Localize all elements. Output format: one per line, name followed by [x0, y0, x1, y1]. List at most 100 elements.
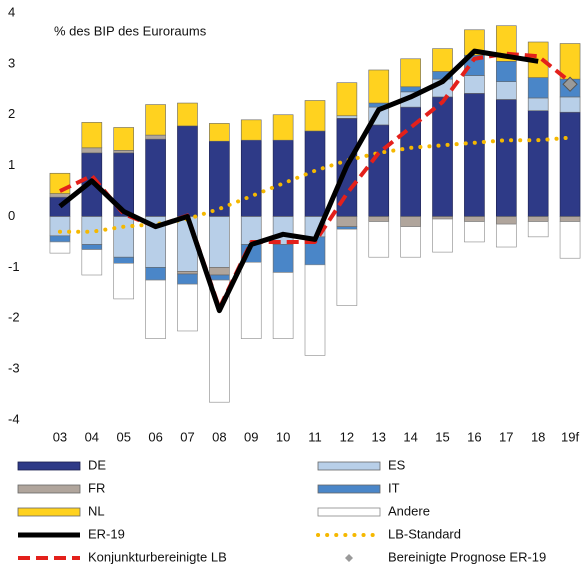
series-line — [59, 51, 572, 311]
x-tick-label: 13 — [372, 429, 386, 444]
legend-label: Konjunkturbereinigte LB — [88, 549, 227, 564]
bar-segment — [400, 226, 421, 258]
legend-label: ES — [388, 457, 406, 472]
bar-segment — [368, 124, 390, 217]
bar-segment — [368, 221, 390, 258]
bar-segment — [432, 96, 453, 217]
bar-segment — [177, 125, 198, 217]
bar-segment — [209, 216, 230, 268]
bar-segment — [464, 75, 485, 94]
x-tick-label: 07 — [180, 429, 194, 444]
bar-segment — [464, 221, 485, 243]
x-tick-label: 06 — [148, 429, 162, 444]
bar-segment — [113, 256, 135, 264]
bar-segment — [464, 29, 485, 56]
bar-segment — [81, 122, 103, 149]
legend-swatch — [317, 507, 381, 517]
legend-swatch — [17, 461, 81, 471]
y-tick-label: 3 — [8, 55, 15, 70]
x-tick-label: 10 — [276, 429, 290, 444]
legend-swatch — [317, 461, 381, 471]
bar-segment — [495, 81, 517, 100]
y-tick-label: -1 — [8, 259, 20, 274]
bar-segment — [209, 123, 230, 142]
bar-segment — [209, 279, 230, 403]
bar-segment — [177, 283, 198, 332]
x-tick-label: 08 — [212, 429, 226, 444]
x-tick-label: 03 — [53, 429, 67, 444]
y-tick-label: 4 — [8, 4, 15, 19]
bar-segment — [400, 58, 421, 88]
bar-segment — [209, 267, 230, 276]
x-tick-label: 18 — [531, 429, 545, 444]
bar-segment — [81, 249, 103, 276]
bar-segment — [113, 263, 135, 300]
bar-segment — [495, 61, 517, 82]
bar-segment — [559, 221, 581, 259]
x-tick-label: 19f — [561, 429, 579, 444]
bar-segment — [145, 267, 166, 281]
bar-segment — [495, 216, 517, 225]
bar-segment — [272, 114, 294, 141]
legend-label: FR — [88, 480, 105, 495]
bar-segment — [495, 99, 517, 217]
legend-label: ER-19 — [88, 526, 125, 541]
bar-segment — [304, 130, 326, 217]
y-tick-label: -2 — [8, 310, 20, 325]
y-tick-label: -3 — [8, 361, 20, 376]
bar-segment — [209, 274, 230, 281]
bar-segment — [527, 221, 549, 238]
bar-segment — [240, 261, 262, 339]
bar-segment — [113, 150, 135, 154]
legend-label: LB-Standard — [388, 526, 461, 541]
bar-segment — [145, 104, 166, 136]
bar-segment — [304, 264, 326, 356]
series-line — [58, 48, 539, 314]
bar-segment — [559, 96, 581, 113]
bar-segment — [272, 244, 294, 273]
x-tick-label: 16 — [467, 429, 481, 444]
bar-segment — [272, 272, 294, 339]
bar-segment — [177, 271, 198, 275]
bar-segment — [81, 216, 103, 245]
bar-segment — [336, 216, 358, 227]
bar-segment — [432, 216, 453, 220]
bar-segment — [145, 134, 166, 140]
bar-segment — [240, 119, 262, 141]
x-tick-label: 15 — [435, 429, 449, 444]
bar-segment — [113, 127, 135, 151]
legend-label: NL — [88, 503, 105, 518]
bar-segment — [49, 235, 71, 243]
bar-segment — [464, 216, 485, 222]
y-tick-label: 2 — [8, 106, 15, 121]
bar-segment — [177, 102, 198, 127]
bar-segment — [368, 216, 390, 222]
bar-segment — [464, 93, 485, 217]
bar-segment — [336, 115, 358, 119]
bar-segment — [49, 193, 71, 198]
legend-label: Andere — [388, 503, 430, 518]
bar-segment — [336, 82, 358, 117]
bar-segment — [527, 110, 549, 217]
bar-segment — [432, 48, 453, 72]
bar-segment — [400, 216, 421, 227]
x-tick-label: 11 — [308, 429, 322, 444]
bar-segment — [49, 241, 71, 254]
legend-swatch — [17, 484, 81, 494]
bar-segment — [240, 139, 262, 217]
x-tick-label: 09 — [244, 429, 258, 444]
legend-swatch — [17, 507, 81, 517]
legend-swatch — [317, 484, 381, 494]
bar-segment — [368, 69, 390, 104]
bar-segment — [272, 139, 294, 217]
bar-segment — [495, 223, 517, 248]
x-tick-label: 12 — [340, 429, 354, 444]
bar-segment — [336, 226, 358, 230]
bar-segment — [527, 97, 549, 111]
bar-segment — [145, 279, 166, 339]
bar-segment — [304, 100, 326, 132]
x-tick-label: 04 — [85, 429, 99, 444]
legend-label: Bereinigte Prognose ER-19 — [388, 549, 546, 564]
